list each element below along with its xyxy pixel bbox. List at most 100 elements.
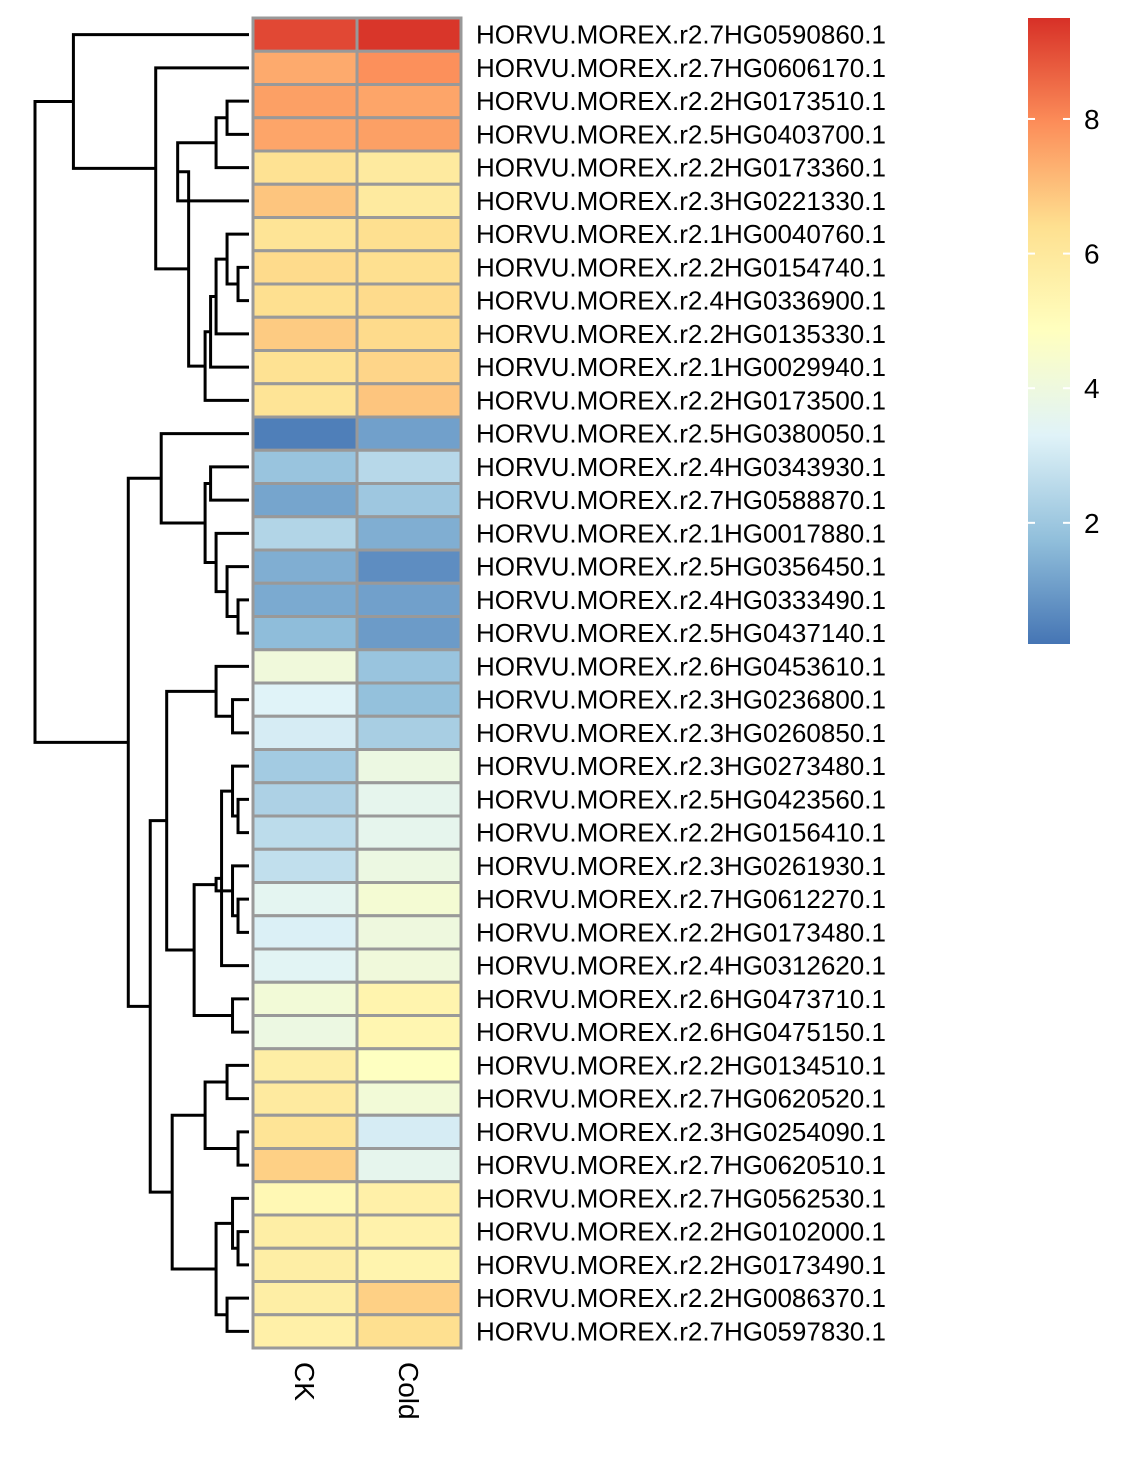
dendrogram-branch (148, 819, 173, 1194)
dendrogram-branch (192, 883, 233, 1017)
heatmap-cell (251, 1047, 359, 1084)
heatmap-cell (251, 781, 359, 818)
heatmap-cell (355, 1213, 463, 1250)
heatmap-cell (251, 315, 359, 352)
dendrogram-branch (214, 116, 249, 170)
dendrogram-branch (203, 482, 217, 564)
heatmap-cell (251, 182, 359, 219)
dendrogram-branch (236, 1130, 249, 1167)
heatmap-cell (355, 149, 463, 186)
heatmap-cell (355, 1313, 463, 1350)
heatmap-cell (355, 648, 463, 685)
heatmap-cell (251, 349, 359, 386)
row-label: HORVU.MOREX.r2.2HG0173500.1 (476, 385, 886, 415)
heatmap-cell (251, 581, 359, 618)
heatmap-cell (355, 914, 463, 951)
colorbar-tick-label: 4 (1084, 373, 1100, 404)
dendrogram-branch (154, 66, 249, 271)
dendrogram-branch (214, 876, 233, 893)
colorbar-tick-label: 8 (1084, 104, 1100, 135)
heatmap-cell (251, 648, 359, 685)
dendrogram-branch (165, 689, 217, 952)
colorbar-tick-label: 6 (1084, 239, 1100, 270)
column-label: CK (289, 1362, 320, 1401)
row-label: HORVU.MOREX.r2.1HG0029940.1 (476, 352, 886, 382)
heatmap-cell (355, 748, 463, 785)
dendrogram-branch (231, 698, 249, 735)
heatmap-cell (355, 315, 463, 352)
heatmap-cell (355, 581, 463, 618)
heatmap-cell (251, 814, 359, 851)
heatmap-cell (251, 1014, 359, 1051)
dendrogram-branch (214, 1221, 233, 1317)
dendrogram-branch (33, 100, 129, 744)
colorbar-ticks: 2 4 6 8 (1028, 104, 1100, 539)
heatmap-cell (251, 1080, 359, 1117)
dendrogram-branch (225, 1296, 249, 1333)
heatmap-cell (355, 1280, 463, 1317)
heatmap-cell (251, 116, 359, 153)
dendrogram-branch (236, 897, 249, 934)
heatmap-border (251, 16, 463, 1350)
row-label: HORVU.MOREX.r2.3HG0260850.1 (476, 718, 886, 748)
heatmap-cell (251, 1113, 359, 1150)
row-label: HORVU.MOREX.r2.7HG0620520.1 (476, 1084, 886, 1114)
row-label: HORVU.MOREX.r2.6HG0475150.1 (476, 1017, 886, 1047)
heatmap-cell (355, 1047, 463, 1084)
heatmap-cell (251, 16, 359, 53)
heatmap-cell (355, 448, 463, 485)
heatmap-cell (251, 49, 359, 86)
row-label: HORVU.MOREX.r2.7HG0590860.1 (476, 20, 886, 50)
column-label: Cold (393, 1362, 424, 1420)
row-label: HORVU.MOREX.r2.2HG0154740.1 (476, 252, 886, 282)
row-label: HORVU.MOREX.r2.7HG0597830.1 (476, 1316, 886, 1346)
dendrogram-branch (236, 1230, 249, 1267)
dendrogram-branch (203, 330, 249, 402)
row-label: HORVU.MOREX.r2.2HG0156410.1 (476, 818, 886, 848)
heatmap-cell (355, 282, 463, 319)
heatmap-cell (355, 980, 463, 1017)
row-label: HORVU.MOREX.r2.5HG0437140.1 (476, 618, 886, 648)
heatmap-cell (251, 847, 359, 884)
row-label: HORVU.MOREX.r2.4HG0343930.1 (476, 452, 886, 482)
row-label: HORVU.MOREX.r2.7HG0612270.1 (476, 884, 886, 914)
dendrogram-branch (225, 1063, 249, 1101)
heatmap-cell (355, 415, 463, 452)
dendrogram-branch (231, 764, 249, 818)
row-label: HORVU.MOREX.r2.1HG0017880.1 (476, 518, 886, 548)
heatmap-cell (355, 1147, 463, 1184)
dendrogram-branch (225, 99, 249, 136)
row-label: HORVU.MOREX.r2.4HG0336900.1 (476, 286, 886, 316)
dendrogram-branch (231, 864, 249, 918)
heatmap-cell (355, 615, 463, 652)
heatmap-cell (355, 1246, 463, 1283)
heatmap-cell (355, 781, 463, 818)
row-label: HORVU.MOREX.r2.2HG0173490.1 (476, 1250, 886, 1280)
heatmap-cell (355, 83, 463, 120)
heatmap-cell (355, 349, 463, 386)
heatmap-cell (251, 1147, 359, 1184)
column-labels: CK Cold (289, 1362, 424, 1420)
heatmap-cell (251, 482, 359, 519)
row-label: HORVU.MOREX.r2.6HG0453610.1 (476, 651, 886, 681)
heatmap-cells (251, 16, 463, 1350)
heatmap-cell (355, 681, 463, 718)
heatmap-cell (355, 881, 463, 918)
row-dendrogram (33, 33, 249, 1333)
row-label: HORVU.MOREX.r2.3HG0236800.1 (476, 685, 886, 715)
heatmap-cell (355, 1180, 463, 1217)
heatmap-cell (355, 515, 463, 552)
dendrogram-branch (203, 1080, 239, 1150)
dendrogram-branch (209, 294, 249, 369)
heatmap-cell (355, 116, 463, 153)
heatmap-cell (251, 1280, 359, 1317)
row-label: HORVU.MOREX.r2.2HG0086370.1 (476, 1283, 886, 1313)
heatmap-cell (251, 249, 359, 286)
heatmap-cell (251, 282, 359, 319)
heatmap-cell (251, 681, 359, 718)
row-label: HORVU.MOREX.r2.3HG0261930.1 (476, 851, 886, 881)
heatmap-cell (251, 1180, 359, 1217)
row-label: HORVU.MOREX.r2.5HG0356450.1 (476, 552, 886, 582)
heatmap-cell (355, 1014, 463, 1051)
